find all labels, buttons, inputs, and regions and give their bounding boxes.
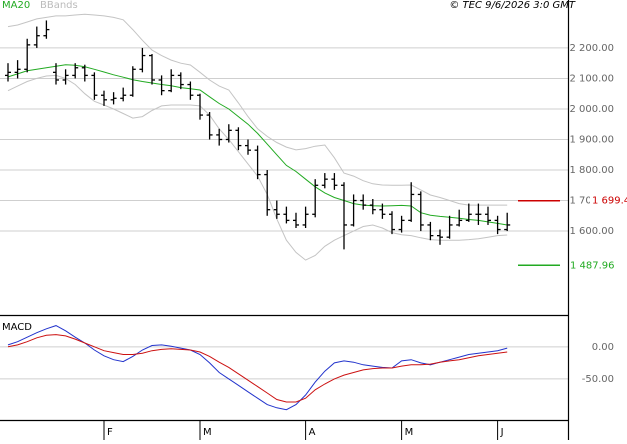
level-label-bg — [568, 259, 627, 272]
y-tick-label: 2 000.00 — [569, 104, 614, 115]
y-tick-label: -50.00 — [582, 374, 614, 385]
macd-line — [7, 325, 508, 411]
y-tick-label: 2 100.00 — [569, 73, 614, 84]
x-tick-label: A — [309, 427, 316, 438]
y-tick-label: 1 900.00 — [569, 134, 614, 145]
credit: © TEC 9/6/2026 3:0 GMT — [449, 0, 576, 11]
band-upper — [7, 13, 508, 206]
macd-title: MACD — [2, 322, 32, 333]
legend-bbands: BBands — [40, 0, 78, 11]
legend-ma20: MA20 — [2, 0, 30, 11]
level-label: 1 699.4 — [592, 196, 627, 207]
y-tick-label: 1 800.00 — [569, 165, 614, 176]
x-tick-label: M — [203, 427, 212, 438]
level-label: 1 487.96 — [570, 260, 615, 271]
x-tick-label: J — [500, 427, 504, 438]
y-tick-label: 1 600.00 — [569, 226, 614, 237]
moving-average — [7, 64, 508, 226]
y-tick-label: 2 200.00 — [569, 43, 614, 54]
x-tick-label: M — [405, 427, 414, 438]
level-label-bg — [590, 194, 627, 207]
y-tick-label: 0.00 — [592, 342, 614, 353]
x-tick-label: F — [107, 427, 113, 438]
macd-line — [7, 334, 508, 403]
